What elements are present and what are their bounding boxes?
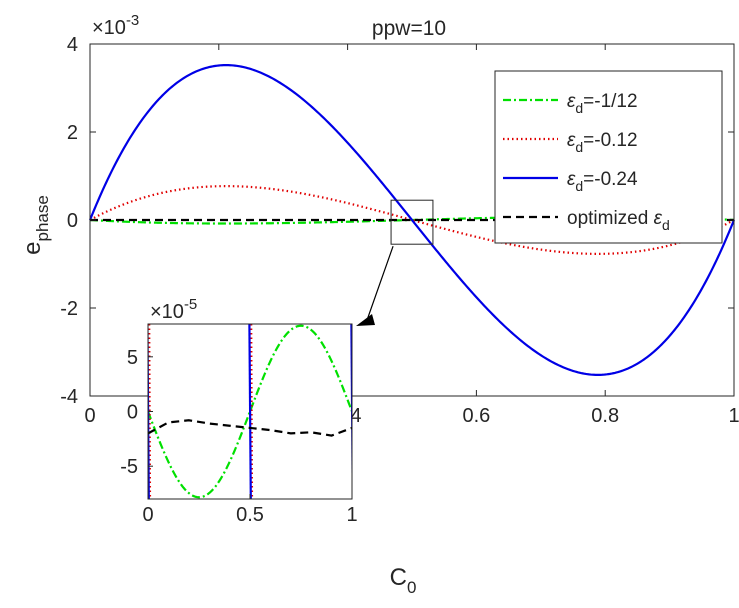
inset-y-exponent-label: ×10-5 [150, 296, 197, 323]
legend-label-3: optimized εd [567, 208, 670, 233]
chart-title: ppw=10 [372, 17, 446, 40]
y-tick-label: 4 [67, 34, 78, 56]
inset-series-line-3 [148, 419, 352, 437]
x-tick-label: 0.6 [462, 405, 490, 427]
x-tick-label: 1 [728, 405, 739, 427]
inset-y-tick-label: -5 [120, 456, 138, 478]
legend-label-1: εd=-0.12 [567, 130, 638, 155]
zoom-region-box [390, 199, 434, 245]
legend-box [494, 70, 723, 244]
axis-labels: C0 ephase [19, 195, 416, 597]
legend: εd=-1/12 εd=-0.12 εd=-0.24 optimized εd [494, 70, 723, 244]
inset-x-tick-label: 1 [346, 504, 357, 526]
series-line-1 [89, 185, 735, 255]
x-tick-label: 0 [84, 405, 95, 427]
y-axis-label: ephase [19, 195, 52, 255]
y-tick-label: -2 [60, 298, 78, 320]
inset-series-line-0 [148, 324, 352, 499]
inset-series-line-2 [248, 324, 252, 499]
inset-x-tick-label: 0 [142, 504, 153, 526]
inset-x-tick-label: 0.5 [236, 504, 264, 526]
y-exponent-label: ×10-3 [92, 12, 139, 39]
y-tick-label: -4 [60, 386, 78, 408]
y-tick-label: 2 [67, 122, 78, 144]
x-axis-label: C0 [390, 564, 417, 597]
legend-label-2: εd=-0.24 [567, 169, 638, 194]
y-tick-label: 0 [67, 210, 78, 232]
x-tick-label: 0.8 [591, 405, 619, 427]
legend-label-0: εd=-1/12 [567, 91, 638, 116]
inset-plot-area: 0 0.5 1 5 0 -5 ×10-5 [120, 246, 394, 526]
inset-y-tick-label: 5 [127, 347, 138, 369]
series-line-2 [88, 64, 736, 376]
zoom-arrow-line [365, 246, 394, 324]
inset-y-tick-label: 0 [127, 402, 138, 424]
zoom-arrowhead-icon [356, 314, 375, 326]
